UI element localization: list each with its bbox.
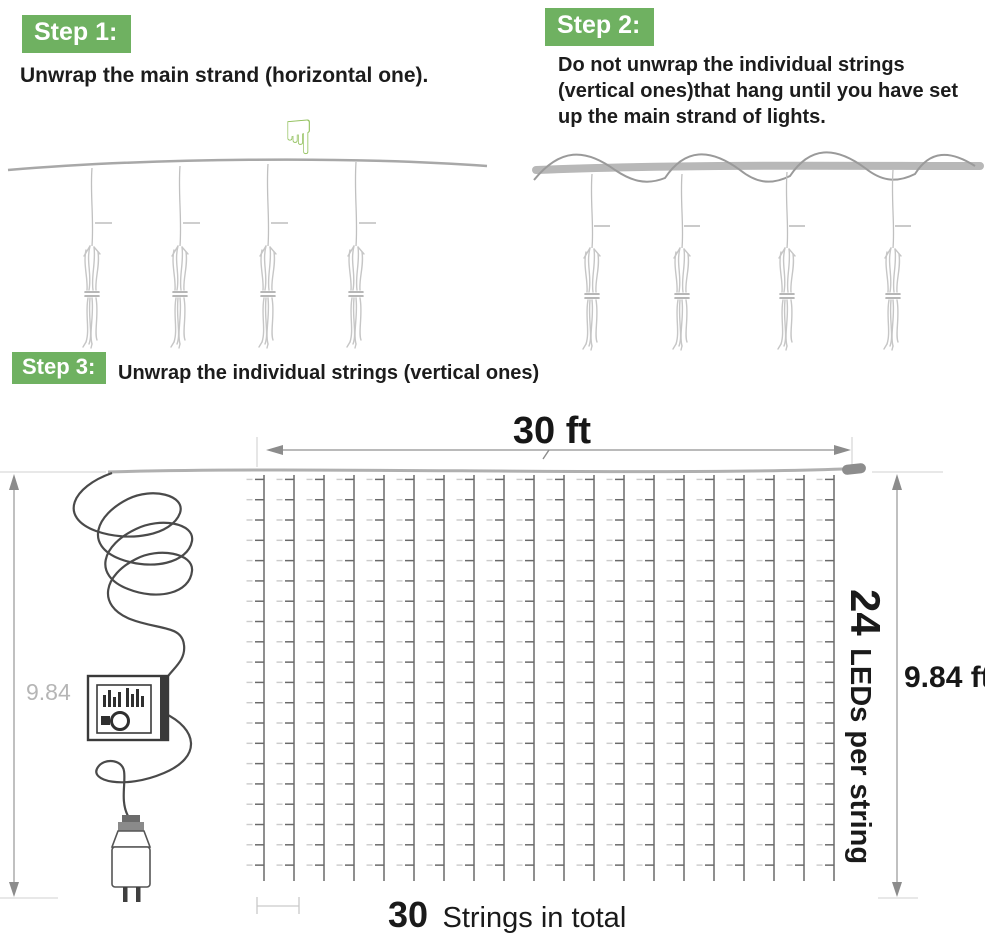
power-plug-icon — [110, 815, 152, 902]
wrapping-wire — [533, 151, 976, 183]
height-arrow-left — [0, 471, 106, 899]
step1-text: Unwrap the main strand (horizontal one). — [20, 64, 429, 87]
hanging-bundles — [582, 169, 911, 351]
bundle-icon — [82, 245, 101, 349]
coiled-cord — [72, 471, 194, 680]
bundle-icon — [672, 247, 691, 351]
dial-icon — [110, 711, 130, 731]
power-button-icon — [101, 716, 110, 725]
step3-badge: Step 3: — [12, 352, 107, 385]
end-cap — [842, 463, 866, 475]
bundle-icon — [582, 247, 601, 351]
height-dimension-left-label: 9.84 — [26, 679, 71, 705]
main-strand — [107, 467, 844, 474]
leds-per-string-label: 24 LEDs per string — [842, 589, 889, 864]
plug-cord — [95, 712, 193, 817]
step2-illustration — [532, 151, 984, 351]
hand-down-icon: ☟ — [284, 110, 314, 166]
step1-illustration — [7, 158, 488, 349]
height-dimension-right-label: 9.84 ft — [904, 661, 985, 694]
step3-text: Unwrap the individual strings (vertical … — [118, 362, 540, 384]
bundle-icon — [777, 247, 796, 351]
spacing-bracket — [256, 897, 300, 914]
width-dimension-label: 30 ft — [513, 410, 591, 452]
step2-badge: Step 2: — [545, 8, 655, 46]
height-arrow-right — [872, 471, 943, 899]
step1-badge: Step 1: — [22, 15, 132, 53]
width-arrow — [256, 437, 853, 467]
curtain-grid — [240, 475, 838, 881]
main-strand — [7, 158, 488, 172]
controller-box — [86, 674, 170, 742]
wrapped-rod — [532, 161, 984, 174]
bundle-icon — [346, 245, 365, 349]
bundle-icon — [170, 245, 189, 349]
bundle-icon — [883, 247, 902, 351]
total-strings-label: 30 Strings in total — [388, 894, 626, 935]
curtain-diagram: 30 ft 30 Strings in total — [0, 410, 985, 935]
step2-text: Do not unwrap the individual strings (ve… — [558, 54, 959, 128]
equalizer-icon — [103, 688, 144, 707]
bundle-icon — [258, 245, 277, 349]
hanging-bundles — [82, 161, 376, 349]
